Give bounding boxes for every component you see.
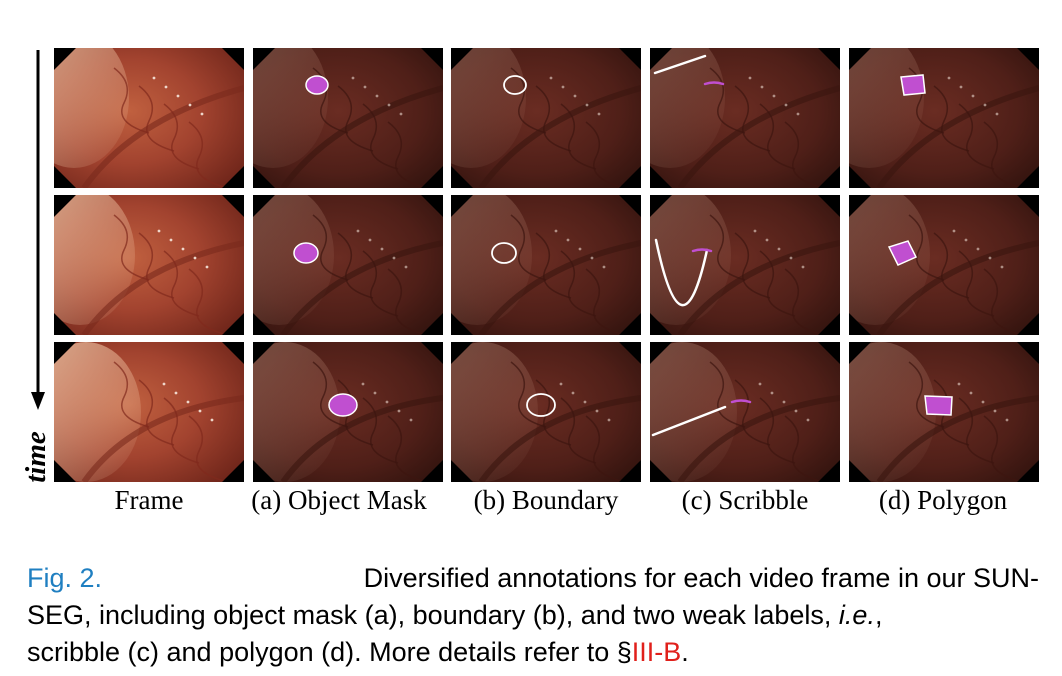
object-mask-region: [293, 242, 319, 264]
frame-polygon-row-2: [849, 195, 1039, 335]
frame-object-mask-row-2: [253, 195, 443, 335]
caption-period: .: [681, 637, 689, 667]
frame-polygon-row-1: [849, 48, 1039, 188]
background-scribble: [654, 238, 709, 307]
frame-boundary-row-3: [451, 342, 641, 482]
polygon-annotation: [924, 395, 953, 416]
object-mask-region: [305, 75, 329, 95]
caption-comma: ,: [874, 600, 883, 630]
image-grid: [31, 48, 1039, 482]
caption-text-3: scribble (c) and polygon (d). More detai…: [27, 637, 632, 667]
foreground-scribble: [730, 399, 752, 404]
frame-scribble-row-2: [650, 195, 840, 335]
figure-reference: Fig. 2.: [27, 563, 103, 593]
column-label-boundary: (b) Boundary: [473, 485, 619, 515]
frame-object-mask-row-3: [253, 342, 443, 482]
column-label-object-mask: (a) Object Mask: [251, 485, 427, 515]
frame-object-mask-row-1: [253, 48, 443, 188]
figure-caption: Fig. 2. Diversified annotations for each…: [27, 560, 1039, 671]
object-mask-region: [328, 393, 358, 417]
boundary-contour: [526, 393, 556, 417]
time-arrow: [31, 50, 45, 410]
background-scribble: [651, 405, 727, 437]
polygon-annotation: [887, 240, 918, 266]
caption-text-2: SEG, including object mask (a), boundary…: [27, 600, 832, 630]
caption-line-1: Fig. 2. Diversified annotations for each…: [27, 560, 1039, 597]
frame-polygon-row-3: [849, 342, 1039, 482]
frame-scribble-row-1: [650, 48, 840, 188]
frame-frame-row-1: [54, 48, 244, 188]
foreground-scribble: [703, 81, 725, 86]
column-label-frame: Frame: [114, 485, 184, 515]
frame-boundary-row-1: [451, 48, 641, 188]
boundary-contour: [503, 75, 527, 95]
caption-ie: i.e.: [838, 600, 875, 630]
boundary-contour: [491, 242, 517, 264]
frame-frame-row-3: [54, 342, 244, 482]
section-reference-link[interactable]: III-B: [631, 637, 682, 667]
polygon-annotation: [900, 74, 926, 96]
caption-text-1: Diversified annotations for each video f…: [363, 563, 1039, 593]
frame-boundary-row-2: [451, 195, 641, 335]
figure-2: time Frame (a) Object Mask (b) Boundary …: [20, 48, 1039, 515]
background-scribble: [653, 54, 707, 75]
frame-frame-row-2: [54, 195, 244, 335]
foreground-scribble: [691, 248, 713, 253]
frame-scribble-row-3: [650, 342, 840, 482]
caption-line-3: scribble (c) and polygon (d). More detai…: [27, 634, 1039, 671]
column-label-scribble: (c) Scribble: [681, 485, 809, 515]
time-axis-label: time: [20, 431, 52, 483]
column-label-polygon: (d) Polygon: [878, 485, 1008, 515]
caption-line-2: SEG, including object mask (a), boundary…: [27, 597, 1039, 634]
